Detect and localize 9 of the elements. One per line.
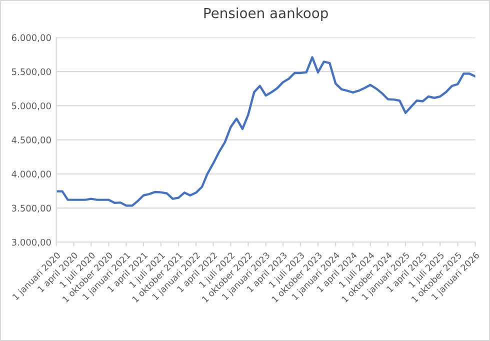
y-tick-label: 4.000,00 — [12, 170, 51, 178]
y-tick-label: 5.500,00 — [12, 68, 51, 76]
chart-title: Pensioen aankoop — [204, 8, 328, 21]
y-tick-label: 4.500,00 — [12, 136, 51, 144]
y-tick-label: 5.000,00 — [12, 102, 51, 110]
y-tick-label: 3.000,00 — [12, 238, 51, 247]
y-tick-label: 6.000,00 — [12, 34, 51, 42]
line-series — [56, 56, 476, 207]
y-tick-label: 3.500,00 — [12, 204, 51, 212]
